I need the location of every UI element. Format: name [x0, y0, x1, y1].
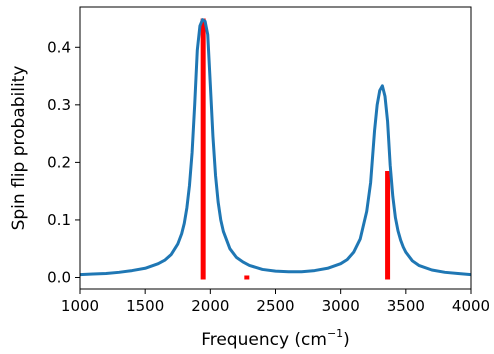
x-tick-label-1000: 1000 [61, 297, 99, 315]
x-axis-ticks: 1000 1500 2000 2500 3000 3500 4000 [61, 289, 490, 315]
y-tick-label-1: 0.1 [47, 211, 71, 229]
x-tick-label-4000: 4000 [452, 297, 490, 315]
x-axis-label: Frequency (cm−1) [201, 327, 350, 350]
x-tick-label-2500: 2500 [256, 297, 294, 315]
y-tick-label-4: 0.4 [47, 38, 71, 56]
y-axis-label: Spin flip probability [9, 66, 29, 231]
y-tick-label-3: 0.3 [47, 96, 71, 114]
y-axis-ticks: 0.0 0.1 0.2 0.3 0.4 [47, 38, 80, 286]
stick-0 [200, 18, 206, 280]
x-tick-label-1500: 1500 [126, 297, 164, 315]
stick-series [200, 18, 391, 280]
axes-frame [79, 6, 472, 290]
stick-2 [385, 171, 391, 280]
x-axis-label-superscript: −1 [327, 327, 343, 340]
x-tick-label-3500: 3500 [387, 297, 425, 315]
x-tick-label-2000: 2000 [191, 297, 229, 315]
x-axis-label-main: Frequency (cm [201, 330, 327, 350]
y-tick-label-0: 0.0 [47, 268, 71, 286]
x-tick-label-3000: 3000 [322, 297, 360, 315]
x-axis-label-close: ) [343, 330, 350, 350]
spectrum-line [79, 18, 472, 277]
plot-area [79, 18, 472, 280]
stick-1 [244, 275, 250, 280]
y-tick-label-2: 0.2 [47, 153, 71, 171]
